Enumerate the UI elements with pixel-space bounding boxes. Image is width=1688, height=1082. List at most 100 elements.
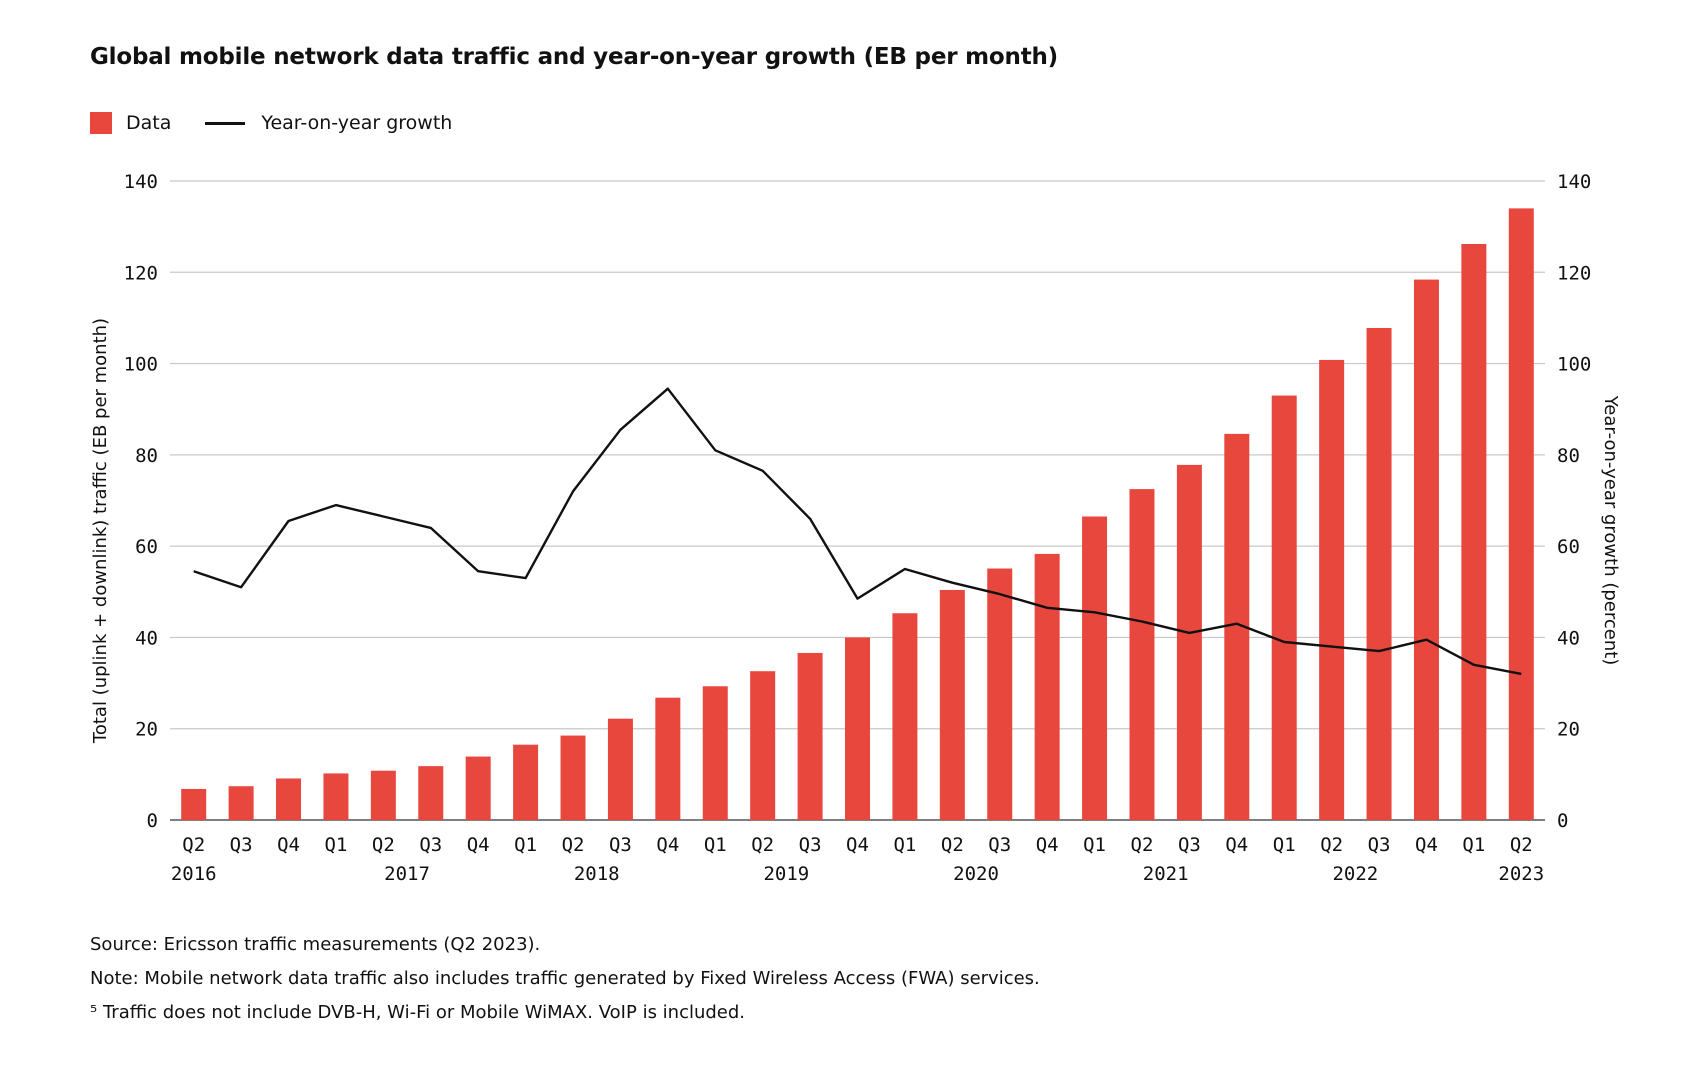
- y-tick-label: 40: [135, 627, 158, 649]
- data-bar: [1319, 359, 1345, 820]
- data-bar: [797, 652, 823, 820]
- x-tick-label: Q3: [799, 834, 822, 856]
- legend-label-data: Data: [126, 112, 172, 134]
- y2-tick-label: 100: [1557, 354, 1591, 376]
- x-tick-label: Q1: [704, 834, 727, 856]
- data-bar: [1366, 327, 1392, 820]
- y2-tick-label: 0: [1557, 810, 1568, 832]
- x-tick-label: Q4: [277, 834, 300, 856]
- y2-tick-label: 40: [1557, 627, 1580, 649]
- data-bar: [1082, 516, 1108, 820]
- y-tick-label: 20: [135, 719, 158, 741]
- data-bar: [465, 756, 491, 820]
- legend: Data Year-on-year growth: [90, 112, 486, 134]
- x-tick-label: Q3: [1178, 834, 1201, 856]
- data-bar: [181, 788, 207, 820]
- data-bar: [892, 613, 918, 820]
- x-tick-label: Q3: [609, 834, 632, 856]
- x-tick-label: Q2: [751, 834, 774, 856]
- data-bar: [228, 786, 254, 820]
- data-bar: [1176, 464, 1202, 820]
- data-bar: [1129, 489, 1155, 820]
- data-bar: [276, 778, 302, 820]
- x-tick-label: Q2: [562, 834, 585, 856]
- x-year-label: 2023: [1498, 863, 1544, 885]
- x-tick-label: Q2: [1131, 834, 1154, 856]
- y2-tick-label: 120: [1557, 262, 1591, 284]
- data-bar: [560, 735, 586, 820]
- x-year-label: 2022: [1332, 863, 1378, 885]
- y-tick-label: 60: [135, 536, 158, 558]
- y-tick-label: 80: [135, 445, 158, 467]
- legend-label-growth: Year-on-year growth: [261, 112, 453, 134]
- x-year-label: 2020: [953, 863, 999, 885]
- y-axis-title: Total (uplink + downlink) traffic (EB pe…: [90, 318, 111, 744]
- data-bar: [607, 718, 633, 820]
- x-year-label: 2019: [763, 863, 809, 885]
- data-bar: [939, 589, 965, 820]
- legend-item-growth: Year-on-year growth: [205, 112, 452, 134]
- y-tick-label: 120: [124, 262, 158, 284]
- x-tick-label: Q4: [1415, 834, 1438, 856]
- data-bar: [1271, 395, 1297, 820]
- x-tick-label: Q4: [1225, 834, 1248, 856]
- y-tick-label: 100: [124, 354, 158, 376]
- data-bar: [418, 766, 444, 820]
- data-bar: [513, 744, 539, 820]
- chart-plot: 0 20 40 60 80 100 120 140 0 20 40 60 80 100 120 140 Tota…: [90, 171, 1621, 885]
- data-bar: [750, 671, 776, 820]
- x-year-label: 2021: [1143, 863, 1189, 885]
- axes: 0 20 40 60 80 100 120 140 0 20 40 60 80 100 120 140 Tota…: [90, 171, 1621, 885]
- x-tick-label: Q3: [1368, 834, 1391, 856]
- data-bar: [1508, 208, 1534, 820]
- y2-tick-label: 140: [1557, 171, 1591, 193]
- x-tick-label: Q3: [230, 834, 253, 856]
- x-tick-label: Q4: [1036, 834, 1059, 856]
- legend-item-data: Data: [90, 112, 171, 134]
- gridlines: [170, 180, 1545, 821]
- x-year-label: 2017: [384, 863, 430, 885]
- y-tick-label: 140: [124, 171, 158, 193]
- y-tick-label: 0: [147, 810, 158, 832]
- source-note: Source: Ericsson traffic measurements (Q…: [90, 934, 541, 955]
- chart-title: Global mobile network data traffic and y…: [90, 44, 1058, 70]
- x-tick-label: Q2: [1510, 834, 1533, 856]
- x-year-label: 2018: [574, 863, 620, 885]
- x-tick-label: Q4: [467, 834, 490, 856]
- x-tick-label: Q1: [325, 834, 348, 856]
- x-tick-label: Q1: [1083, 834, 1106, 856]
- line-series-growth: [193, 387, 1522, 676]
- x-tick-label: Q4: [846, 834, 869, 856]
- data-bar: [323, 773, 349, 820]
- data-bar: [1413, 279, 1439, 820]
- x-tick-label: Q2: [941, 834, 964, 856]
- data-bar: [702, 686, 728, 820]
- legend-swatch-growth: [205, 121, 246, 125]
- data-bar: [1034, 553, 1060, 820]
- fwa-note: Note: Mobile network data traffic also i…: [90, 968, 1040, 989]
- x-tick-label: Q2: [372, 834, 395, 856]
- data-bar: [987, 568, 1013, 820]
- x-tick-label: Q3: [988, 834, 1011, 856]
- x-year-label: 2016: [171, 863, 217, 885]
- x-tick-label: Q4: [656, 834, 679, 856]
- data-bar: [845, 637, 870, 820]
- legend-swatch-data: [90, 112, 112, 134]
- x-tick-label: Q1: [514, 834, 537, 856]
- footnote: ⁵ Traffic does not include DVB-H, Wi-Fi …: [90, 1002, 746, 1023]
- y2-tick-label: 80: [1557, 445, 1580, 467]
- chart-notes: Source: Ericsson traffic measurements (Q…: [90, 928, 1040, 1030]
- y2-axis-title: Year-on-year growth (percent): [1600, 395, 1621, 666]
- data-bar: [1461, 243, 1487, 820]
- y2-tick-label: 20: [1557, 719, 1580, 741]
- x-tick-label: Q2: [182, 834, 205, 856]
- data-bar: [655, 697, 681, 820]
- x-tick-label: Q1: [1273, 834, 1296, 856]
- data-bar: [370, 770, 396, 820]
- x-tick-label: Q1: [1462, 834, 1485, 856]
- bar-series-data: [181, 208, 1534, 820]
- x-tick-label: Q3: [419, 834, 442, 856]
- x-tick-label: Q2: [1320, 834, 1343, 856]
- y2-tick-label: 60: [1557, 536, 1580, 558]
- x-tick-label: Q1: [893, 834, 916, 856]
